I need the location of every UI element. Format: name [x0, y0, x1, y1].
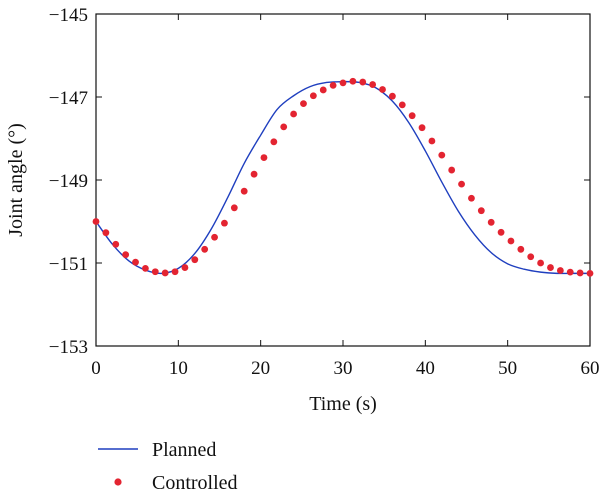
- series-point-controlled: [389, 92, 396, 100]
- y-axis: −145 −147 −149 −151 −153: [49, 5, 590, 358]
- series-point-controlled: [418, 124, 426, 132]
- legend-controlled-label: Controlled: [152, 472, 238, 494]
- series-point-controlled: [349, 77, 357, 85]
- series-point-controlled: [309, 92, 317, 100]
- series-point-controlled: [240, 187, 248, 195]
- series-point-controlled: [260, 154, 268, 161]
- x-tick-label: 40: [416, 358, 435, 379]
- legend-planned-label: Planned: [152, 439, 216, 461]
- y-tick-label: −153: [49, 337, 88, 358]
- y-tick-label: −151: [49, 254, 88, 275]
- x-tick-label: 30: [334, 358, 353, 379]
- series-point-controlled: [487, 218, 495, 226]
- x-tick-label: 20: [251, 358, 270, 379]
- series-point-controlled: [547, 264, 554, 271]
- y-tick-label: −147: [49, 88, 88, 109]
- series-point-controlled: [398, 101, 406, 109]
- series-point-controlled: [379, 86, 386, 93]
- series-point-controlled: [537, 259, 544, 267]
- series-point-controlled: [408, 112, 416, 120]
- series-point-controlled: [329, 81, 337, 89]
- series-point-controlled: [142, 264, 149, 272]
- y-tick-label: −145: [49, 5, 88, 26]
- y-axis-title: Joint angle (°): [5, 123, 27, 237]
- series-point-controlled: [151, 268, 159, 276]
- series-point-controlled: [527, 253, 535, 261]
- x-axis: 0 10 20 30 40 50 60: [91, 14, 600, 379]
- x-tick-label: 10: [169, 358, 188, 379]
- series-point-controlled: [458, 180, 465, 188]
- plot-area: [95, 13, 591, 347]
- series-point-controlled: [339, 79, 347, 87]
- series-point-controlled: [556, 267, 564, 274]
- legend: Planned Controlled: [98, 439, 238, 494]
- series-point-controlled: [290, 110, 297, 118]
- series-point-controlled: [319, 86, 327, 94]
- series-point-controlled: [428, 137, 436, 145]
- series-point-controlled: [448, 166, 456, 174]
- series-point-controlled: [132, 258, 139, 266]
- series-layer: [92, 77, 594, 277]
- series-point-controlled: [270, 138, 278, 146]
- series-point-controlled: [171, 268, 179, 276]
- series-point-controlled: [122, 251, 130, 259]
- series-point-controlled: [468, 194, 475, 202]
- series-point-controlled: [92, 218, 100, 225]
- x-tick-label: 0: [91, 358, 101, 379]
- series-point-controlled: [507, 237, 515, 245]
- series-point-controlled: [369, 81, 377, 88]
- series-point-controlled: [201, 245, 209, 253]
- y-tick-label: −149: [49, 171, 88, 192]
- series-point-controlled: [359, 78, 367, 86]
- series-point-controlled: [497, 228, 505, 236]
- series-point-controlled: [438, 151, 446, 159]
- series-point-controlled: [102, 229, 110, 237]
- series-point-controlled: [576, 269, 584, 277]
- series-point-controlled: [191, 256, 199, 264]
- x-axis-title: Time (s): [309, 393, 377, 415]
- series-point-controlled: [221, 219, 228, 227]
- series-point-controlled: [161, 269, 169, 277]
- series-point-controlled: [566, 268, 574, 276]
- series-point-controlled: [517, 245, 525, 253]
- series-point-controlled: [280, 123, 288, 131]
- series-point-controlled: [477, 207, 485, 215]
- x-tick-label: 50: [498, 358, 517, 379]
- legend-controlled-marker: [114, 478, 122, 486]
- x-tick-label: 60: [581, 358, 600, 379]
- series-point-controlled: [250, 170, 258, 178]
- series-point-controlled: [112, 240, 120, 248]
- series-point-controlled: [181, 264, 189, 271]
- series-point-controlled: [211, 233, 218, 241]
- series-point-controlled: [300, 100, 307, 108]
- series-point-controlled: [586, 269, 594, 277]
- series-point-controlled: [230, 204, 238, 212]
